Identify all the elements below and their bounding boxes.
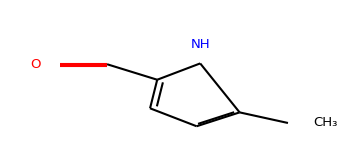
Text: NH: NH: [190, 38, 210, 51]
Text: CH₃: CH₃: [313, 117, 338, 129]
Text: O: O: [30, 58, 41, 71]
